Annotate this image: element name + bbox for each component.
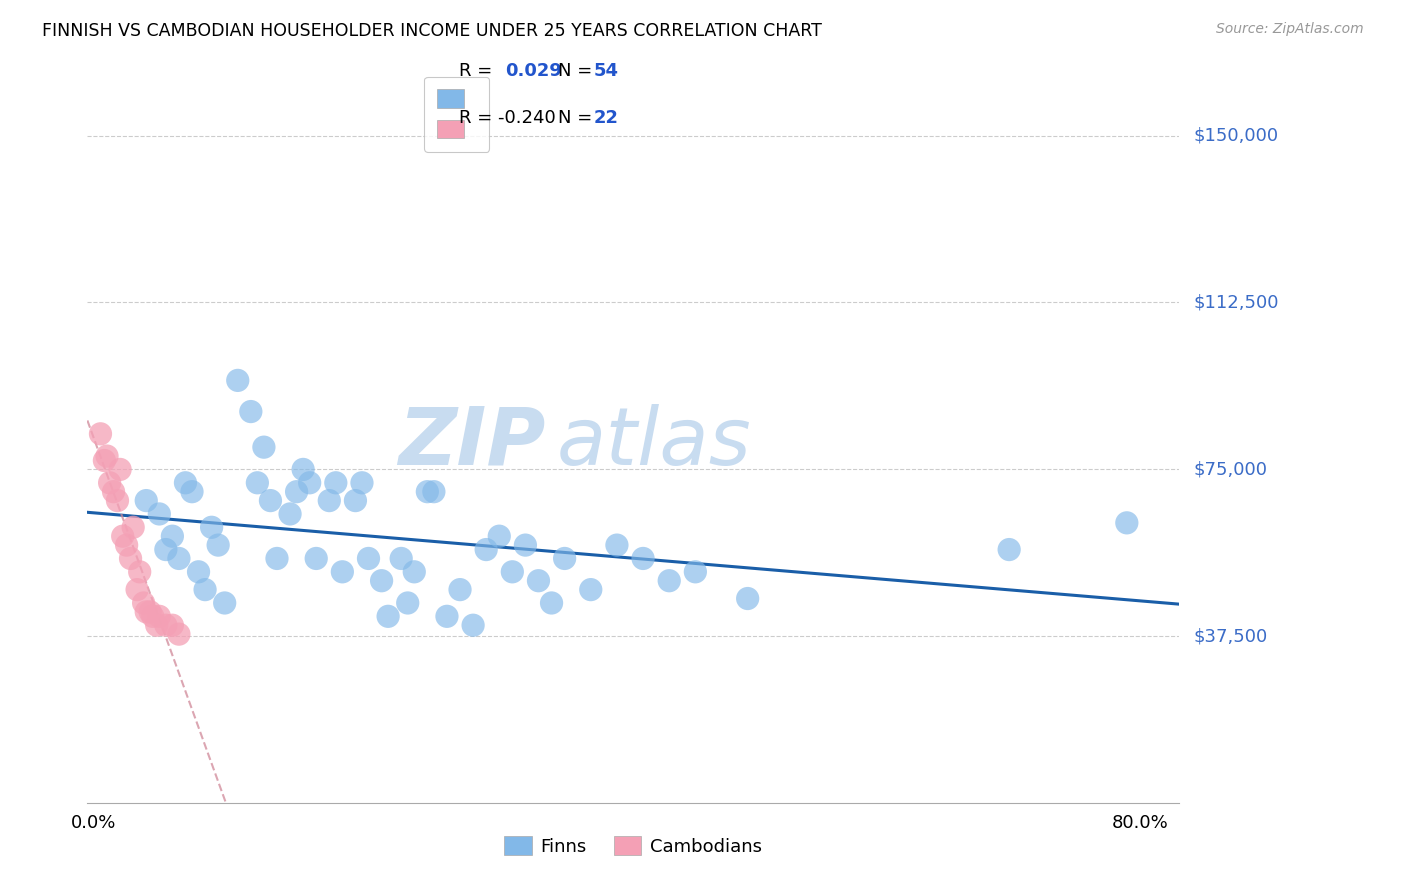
- Point: [194, 582, 217, 597]
- Text: $75,000: $75,000: [1194, 460, 1267, 478]
- Point: [527, 574, 550, 588]
- Point: [404, 565, 426, 579]
- Point: [201, 520, 224, 534]
- Point: [259, 493, 281, 508]
- Point: [685, 565, 707, 579]
- Text: atlas: atlas: [557, 404, 752, 482]
- Point: [89, 426, 111, 441]
- Point: [96, 449, 118, 463]
- Point: [344, 493, 367, 508]
- Point: [461, 618, 484, 632]
- Point: [292, 462, 315, 476]
- Point: [145, 618, 167, 632]
- Point: [107, 493, 129, 508]
- Point: [298, 475, 321, 490]
- Point: [122, 520, 145, 534]
- Point: [155, 542, 177, 557]
- Text: $112,500: $112,500: [1194, 293, 1278, 311]
- Point: [132, 596, 155, 610]
- Point: [350, 475, 373, 490]
- Text: FINNISH VS CAMBODIAN HOUSEHOLDER INCOME UNDER 25 YEARS CORRELATION CHART: FINNISH VS CAMBODIAN HOUSEHOLDER INCOME …: [42, 22, 823, 40]
- Point: [135, 605, 157, 619]
- Point: [357, 551, 380, 566]
- Text: 22: 22: [595, 109, 619, 128]
- Point: [416, 484, 439, 499]
- Point: [226, 373, 249, 387]
- Point: [305, 551, 328, 566]
- Point: [207, 538, 229, 552]
- Point: [253, 440, 276, 454]
- Text: ZIP: ZIP: [398, 404, 546, 482]
- Point: [554, 551, 576, 566]
- Point: [139, 605, 162, 619]
- Text: $37,500: $37,500: [1194, 627, 1267, 645]
- Text: Source: ZipAtlas.com: Source: ZipAtlas.com: [1216, 22, 1364, 37]
- Point: [239, 404, 262, 418]
- Point: [266, 551, 288, 566]
- Text: R =: R =: [460, 62, 503, 80]
- Text: 0.029: 0.029: [506, 62, 562, 80]
- Point: [148, 507, 170, 521]
- Point: [128, 565, 150, 579]
- Point: [1115, 516, 1137, 530]
- Point: [658, 574, 681, 588]
- Point: [181, 484, 204, 499]
- Text: N =: N =: [558, 109, 598, 128]
- Point: [93, 453, 115, 467]
- Point: [246, 475, 269, 490]
- Point: [214, 596, 236, 610]
- Point: [167, 627, 190, 641]
- Text: R = -0.240: R = -0.240: [460, 109, 555, 128]
- Point: [108, 462, 131, 476]
- Point: [606, 538, 628, 552]
- Point: [98, 475, 121, 490]
- Point: [488, 529, 510, 543]
- Point: [278, 507, 301, 521]
- Point: [162, 529, 184, 543]
- Point: [127, 582, 149, 597]
- Point: [423, 484, 446, 499]
- Point: [475, 542, 498, 557]
- Point: [115, 538, 138, 552]
- Point: [631, 551, 654, 566]
- Point: [285, 484, 308, 499]
- Point: [579, 582, 602, 597]
- Point: [111, 529, 134, 543]
- Point: [515, 538, 537, 552]
- Point: [142, 609, 165, 624]
- Point: [155, 618, 177, 632]
- Point: [103, 484, 125, 499]
- Point: [174, 475, 197, 490]
- Point: [370, 574, 392, 588]
- Point: [449, 582, 471, 597]
- Point: [120, 551, 142, 566]
- Point: [325, 475, 347, 490]
- Point: [330, 565, 353, 579]
- Text: $150,000: $150,000: [1194, 127, 1278, 145]
- Point: [396, 596, 419, 610]
- Point: [377, 609, 399, 624]
- Text: 54: 54: [595, 62, 619, 80]
- Point: [389, 551, 412, 566]
- Point: [187, 565, 209, 579]
- Point: [167, 551, 190, 566]
- Text: N =: N =: [558, 62, 598, 80]
- Point: [162, 618, 184, 632]
- Point: [135, 493, 157, 508]
- Point: [998, 542, 1021, 557]
- Point: [501, 565, 523, 579]
- Point: [148, 609, 170, 624]
- Point: [436, 609, 458, 624]
- Point: [737, 591, 759, 606]
- Point: [318, 493, 340, 508]
- Point: [540, 596, 562, 610]
- Legend: Finns, Cambodians: Finns, Cambodians: [494, 825, 773, 866]
